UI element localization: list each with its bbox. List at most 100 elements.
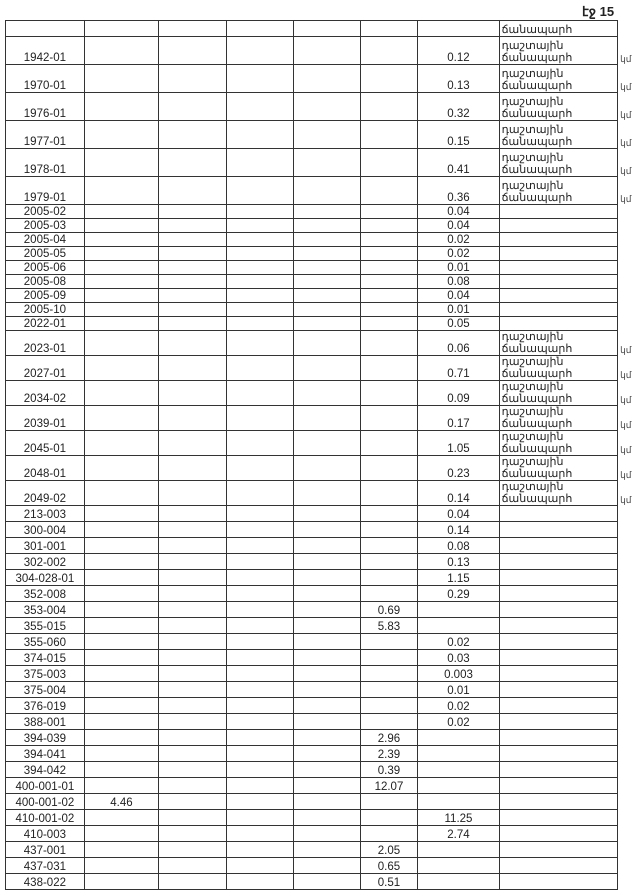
cell-parcel-code: 301-001 <box>6 538 85 554</box>
cell-col2 <box>84 698 158 714</box>
cell-col6 <box>360 233 418 247</box>
cell-col2 <box>84 826 158 842</box>
margin-mark <box>618 746 642 762</box>
cell-col3 <box>159 506 227 522</box>
cell-area <box>418 762 499 778</box>
cell-col2 <box>84 618 158 634</box>
cell-col4 <box>227 826 294 842</box>
cell-col6 <box>360 794 418 810</box>
cell-col6 <box>360 121 418 149</box>
cell-col4 <box>227 842 294 858</box>
cell-col6: 0.39 <box>360 762 418 778</box>
cell-parcel-code: 1970-01 <box>6 65 85 93</box>
cell-col4 <box>227 406 294 431</box>
cell-parcel-code: 437-001 <box>6 842 85 858</box>
margin-mark <box>618 842 642 858</box>
cell-col3 <box>159 247 227 261</box>
cell-col2 <box>84 303 158 317</box>
cell-col6 <box>360 205 418 219</box>
cell-col5 <box>294 858 360 874</box>
margin-mark <box>618 275 642 289</box>
margin-mark <box>618 289 642 303</box>
cell-area <box>418 602 499 618</box>
cell-parcel-code: 2023-01 <box>6 331 85 356</box>
cell-area: 0.41 <box>418 149 499 177</box>
cell-col6 <box>360 406 418 431</box>
cell-parcel-code: 355-015 <box>6 618 85 634</box>
cell-road-type <box>499 634 617 650</box>
cell-col4 <box>227 93 294 121</box>
cell-col2 <box>84 219 158 233</box>
cell-road-type <box>499 317 617 331</box>
cell-area: 0.08 <box>418 538 499 554</box>
cell-parcel-code: 375-003 <box>6 666 85 682</box>
cell <box>159 21 227 37</box>
margin-mark <box>618 826 642 842</box>
cell-col6 <box>360 275 418 289</box>
cell-col5 <box>294 233 360 247</box>
cell-road-type <box>499 219 617 233</box>
cell-col3 <box>159 698 227 714</box>
margin-mark: կմ <box>618 65 642 93</box>
margin-mark <box>618 233 642 247</box>
cell-road-type: դաշտային ճանապարհ <box>499 149 617 177</box>
cell-col4 <box>227 381 294 406</box>
cell-area: 0.04 <box>418 506 499 522</box>
margin-mark <box>618 261 642 275</box>
cell-col4 <box>227 317 294 331</box>
cell-col6 <box>360 586 418 602</box>
cell-parcel-code: 410-003 <box>6 826 85 842</box>
cell-col2 <box>84 289 158 303</box>
cell-road-type <box>499 261 617 275</box>
cell-col5 <box>294 481 360 506</box>
margin-mark <box>618 730 642 746</box>
cell-col5 <box>294 698 360 714</box>
cell-road-type <box>499 858 617 874</box>
cell-col3 <box>159 303 227 317</box>
cell-col4 <box>227 149 294 177</box>
cell-parcel-code: 388-001 <box>6 714 85 730</box>
cell-area: 0.01 <box>418 303 499 317</box>
cell-col3 <box>159 762 227 778</box>
cell-parcel-code: 2005-04 <box>6 233 85 247</box>
cell-area: 0.14 <box>418 481 499 506</box>
cell-col4 <box>227 682 294 698</box>
cell-road-type <box>499 570 617 586</box>
cell-col2 <box>84 714 158 730</box>
cell-col5 <box>294 618 360 634</box>
cell-col5 <box>294 65 360 93</box>
cell-area: 0.02 <box>418 247 499 261</box>
cell-col6 <box>360 289 418 303</box>
cell-area: 0.29 <box>418 586 499 602</box>
margin-mark <box>618 219 642 233</box>
cell-col3 <box>159 219 227 233</box>
cell-area <box>418 778 499 794</box>
cell-road-type <box>499 666 617 682</box>
cell-parcel-code: 304-028-01 <box>6 570 85 586</box>
margin-mark <box>618 858 642 874</box>
cell-parcel-code: 437-031 <box>6 858 85 874</box>
cell-area: 0.36 <box>418 177 499 205</box>
cell-col6 <box>360 456 418 481</box>
cell-col5 <box>294 275 360 289</box>
cell-col3 <box>159 121 227 149</box>
cell-col5 <box>294 261 360 275</box>
cell-area: 0.08 <box>418 275 499 289</box>
cell-parcel-code: 2027-01 <box>6 356 85 381</box>
cell-road-type <box>499 762 617 778</box>
cell-col2 <box>84 602 158 618</box>
cell-col2 <box>84 554 158 570</box>
cell-col3 <box>159 381 227 406</box>
table-row-header-continuation: ճանապարհ <box>6 21 642 37</box>
cell <box>418 21 499 37</box>
margin-mark <box>618 317 642 331</box>
